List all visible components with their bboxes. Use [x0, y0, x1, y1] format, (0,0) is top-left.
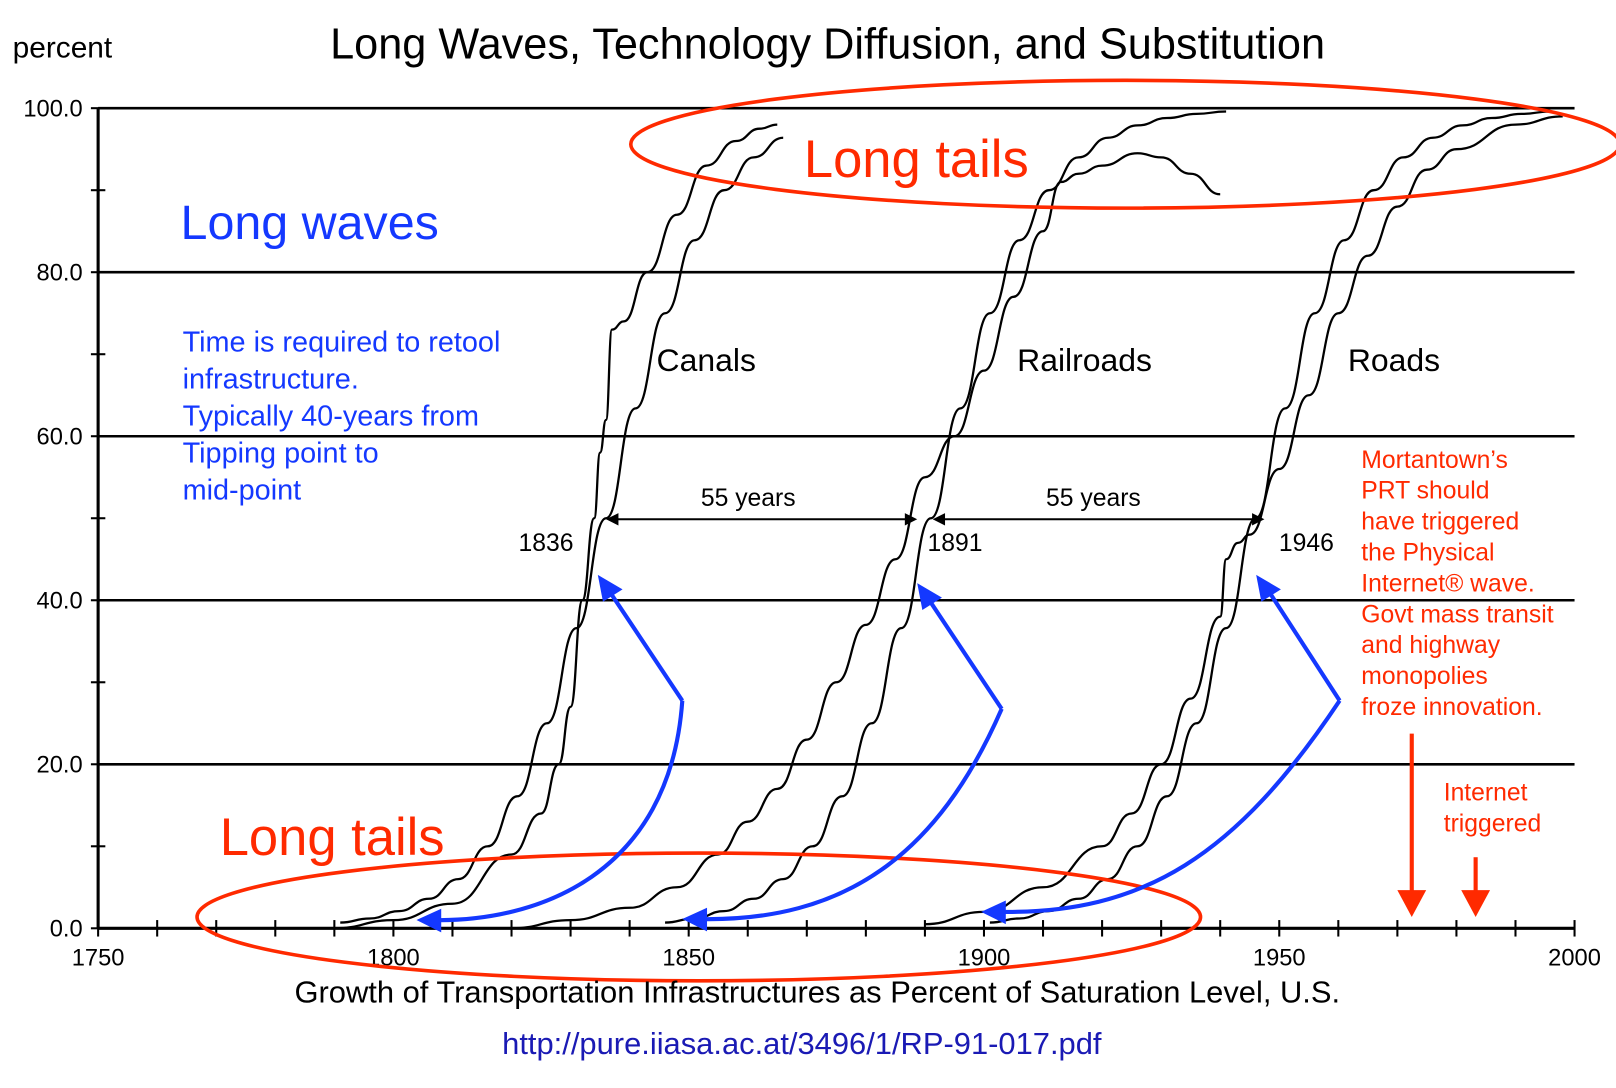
long-waves-label: Long waves — [181, 196, 439, 250]
arrowhead-icon — [1256, 574, 1281, 602]
arrowhead-icon — [416, 908, 442, 933]
long-tails-top-label: Long tails — [804, 130, 1029, 189]
arrowhead-icon — [981, 900, 1006, 925]
source-link[interactable]: http://pure.iiasa.ac.at/3496/1/RP-91-017… — [502, 1026, 1102, 1061]
series-canals-fit — [340, 136, 784, 924]
arrowhead-icon — [597, 574, 623, 602]
grid-lines — [98, 106, 1575, 766]
series-canals-observed — [334, 123, 778, 930]
arrowhead-icon — [682, 907, 708, 932]
series-label-railroads: Railroads — [1017, 342, 1152, 378]
blue-arrows — [432, 588, 1342, 923]
x-tick-label: 1950 — [1253, 945, 1306, 971]
arrowhead-icon — [932, 513, 946, 526]
roads-tipping-arrow — [1265, 588, 1342, 702]
railroads-tail-arrow — [698, 708, 1004, 922]
long-tails-top-ellipse — [629, 78, 1616, 210]
y-tick-label: 40.0 — [37, 588, 83, 614]
arrowhead-icon — [1397, 890, 1427, 917]
y-axis-label: percent — [13, 32, 113, 65]
x-tick-label: 1750 — [72, 945, 125, 971]
prt-note: Mortantown’s PRT should have triggered t… — [1361, 447, 1560, 721]
x-tick-label: 2000 — [1548, 945, 1601, 971]
canals-tipping-arrow — [606, 588, 685, 702]
arrowhead-icon — [917, 583, 942, 610]
y-tick-label: 60.0 — [37, 424, 83, 450]
railroads-tipping-arrow — [925, 596, 1004, 710]
long-tails-bottom-label: Long tails — [220, 808, 445, 867]
y-tick-label: 80.0 — [37, 260, 83, 286]
midpoint-label-railroads: 1891 — [928, 530, 983, 557]
x-tick-label: 1850 — [662, 945, 715, 971]
interval-label: 55 years — [701, 485, 796, 512]
arrowhead-icon — [1252, 513, 1265, 526]
series-roads-observed — [924, 115, 1563, 926]
interval-label: 55 years — [1046, 485, 1141, 512]
blue-arrowheads — [416, 574, 1281, 933]
red-arrows — [1397, 733, 1491, 917]
roads-tail-arrow — [997, 699, 1342, 914]
internet-note: Internet triggered — [1444, 780, 1542, 838]
canals-tail-arrow — [432, 700, 685, 923]
y-tick-label: 20.0 — [37, 753, 83, 779]
arrowhead-icon — [904, 513, 918, 526]
arrowhead-icon — [1461, 890, 1491, 917]
midpoint-label-roads: 1946 — [1279, 530, 1334, 557]
arrowhead-icon — [606, 513, 619, 526]
long-tails-bottom-ellipse — [195, 851, 1203, 983]
y-tick-label: 100.0 — [23, 96, 82, 122]
chart-title: Long Waves, Technology Diffusion, and Su… — [330, 21, 1325, 69]
retool-note: Time is required to retool infrastructur… — [183, 326, 509, 506]
series-lines — [334, 110, 1563, 930]
series-railroads-observed — [511, 152, 1221, 930]
midpoint-label-canals: 1836 — [518, 530, 573, 557]
series-roads-fit — [989, 110, 1551, 924]
y-tick-label: 0.0 — [50, 917, 83, 943]
series-railroads-fit — [665, 110, 1227, 924]
x-axis-label: Growth of Transportation Infrastructures… — [294, 974, 1340, 1009]
series-label-roads: Roads — [1348, 342, 1440, 378]
series-label-canals: Canals — [657, 342, 756, 378]
